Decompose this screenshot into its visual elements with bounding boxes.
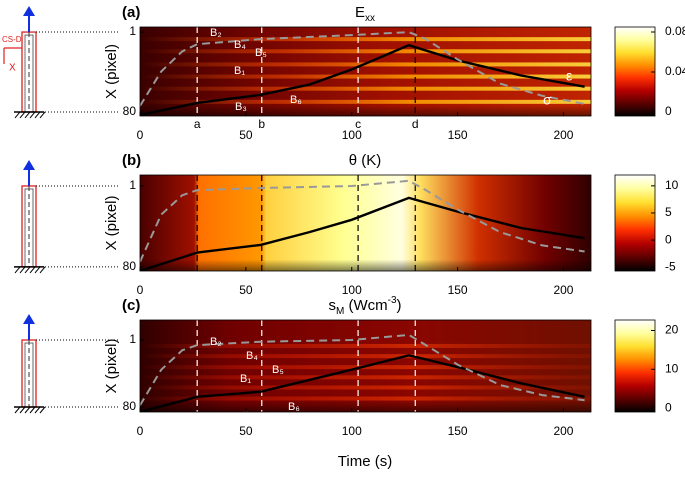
- x-tick-label: 150: [448, 283, 468, 297]
- x-tick-label: 200: [553, 424, 573, 438]
- x-tick-label: 200: [553, 283, 573, 297]
- colorbar: [614, 26, 656, 117]
- load-arrowhead: [23, 314, 35, 325]
- annotation: B₁: [234, 65, 245, 77]
- strain-curve: [140, 43, 585, 116]
- strain-curve: [140, 354, 585, 412]
- colorbar-tick-label: -5: [665, 259, 676, 273]
- y-tick-label: 1: [129, 24, 136, 38]
- plot-frame: [139, 26, 592, 117]
- annotation: B₅: [272, 364, 284, 376]
- schematic-axis-x: X: [9, 63, 16, 74]
- annotation: B₄: [234, 39, 246, 51]
- x-tick-label: 150: [448, 128, 468, 142]
- y-axis-label: X (pixel): [103, 44, 120, 99]
- colorbar-tick-label: 0: [665, 104, 672, 118]
- annotation: B₆: [290, 94, 302, 106]
- annotation: B₃: [235, 101, 247, 113]
- colorbar-tick-label: 0.04: [665, 64, 685, 78]
- x-tick-label: 100: [342, 128, 362, 142]
- annotation: B₆: [288, 401, 300, 413]
- panel-label: (b): [122, 152, 141, 169]
- title-part: E: [355, 4, 365, 21]
- colorbar-tick-label: 20: [665, 323, 679, 337]
- heatmap: [140, 27, 591, 116]
- panel-title: θ (K): [349, 152, 382, 169]
- y-tick-label: 80: [123, 399, 137, 413]
- series-label: σ: [543, 92, 552, 108]
- heatmap-shade: [140, 175, 591, 271]
- stress-curve: [140, 31, 585, 107]
- load-arrowhead: [23, 159, 35, 170]
- stress-curve: [140, 333, 585, 406]
- title-part: θ (K): [349, 152, 382, 169]
- colorbar-tick-label: 10: [665, 361, 679, 375]
- title-part: M: [336, 306, 344, 317]
- x-tick-label: 100: [342, 283, 362, 297]
- annotation: B₃: [243, 410, 255, 422]
- plot-frame: [139, 319, 592, 413]
- load-arrowhead: [23, 6, 35, 17]
- panel-label: (a): [122, 4, 140, 21]
- clamp-hatch: [14, 406, 46, 414]
- event-label: c: [355, 117, 361, 131]
- series-label: ε: [566, 68, 572, 84]
- x-tick-label: 200: [553, 128, 573, 142]
- stress-curve: [140, 179, 585, 263]
- schematic-label: CS-DIC: [2, 35, 30, 44]
- colorbar-tick-label: 10: [665, 178, 679, 192]
- clamp-hatch: [14, 111, 46, 119]
- colorbar-tick-label: 0: [665, 400, 672, 414]
- event-label: a: [194, 117, 201, 131]
- strain-curve: [140, 196, 585, 271]
- y-tick-label: 80: [123, 104, 137, 118]
- y-tick-label: 80: [123, 259, 137, 273]
- annotation: B₂: [210, 27, 222, 39]
- annotation: B₄: [246, 350, 258, 362]
- colorbar: [614, 319, 656, 413]
- annotation: B₁: [240, 373, 251, 385]
- title-part: (Wcm: [344, 297, 387, 314]
- annotation: B₂: [210, 336, 222, 348]
- x-axis-label: Time (s): [338, 453, 392, 470]
- event-label: d: [412, 117, 419, 131]
- x-tick-label: 0: [137, 128, 144, 142]
- y-tick-label: 1: [129, 332, 136, 346]
- x-tick-label: 150: [448, 424, 468, 438]
- x-tick-label: 0: [137, 283, 144, 297]
- x-tick-label: 50: [239, 283, 253, 297]
- title-part: ): [397, 297, 402, 314]
- y-axis-label: X (pixel): [103, 195, 120, 250]
- x-tick-label: 100: [342, 424, 362, 438]
- x-tick-label: 50: [239, 128, 253, 142]
- heatmap: [140, 320, 591, 412]
- panel-label: (c): [122, 297, 140, 314]
- colorbar-tick-label: 0: [665, 232, 672, 246]
- x-tick-label: 50: [239, 424, 253, 438]
- annotation: B₅: [255, 47, 267, 59]
- x-tick-label: 0: [137, 424, 144, 438]
- clamp-hatch: [14, 266, 46, 274]
- title-part: xx: [365, 13, 375, 24]
- y-axis-label: X (pixel): [103, 338, 120, 393]
- panel-title: sM (Wcm-3): [328, 295, 401, 317]
- panel-title: Exx: [355, 4, 375, 24]
- colorbar-tick-label: 0.08: [665, 24, 685, 38]
- title-part: s: [328, 297, 336, 314]
- title-part: -3: [388, 295, 397, 306]
- plot-frame: [139, 174, 592, 272]
- heatmap: [140, 175, 591, 271]
- colorbar-tick-label: 5: [665, 205, 672, 219]
- colorbar: [614, 174, 656, 272]
- y-tick-label: 1: [129, 178, 136, 192]
- event-label: b: [258, 117, 265, 131]
